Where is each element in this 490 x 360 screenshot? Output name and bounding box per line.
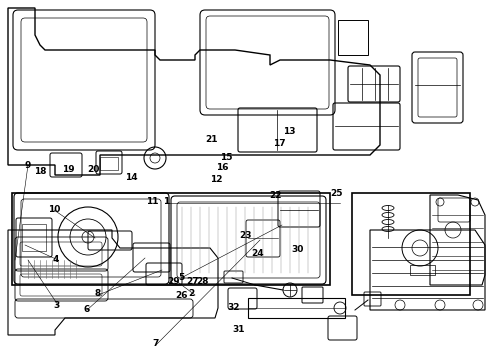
Text: 7: 7 (153, 339, 159, 348)
Text: 20: 20 (87, 166, 99, 175)
Text: 29: 29 (168, 276, 180, 285)
Text: 18: 18 (34, 167, 46, 176)
Text: 17: 17 (273, 139, 285, 148)
Text: 15: 15 (220, 153, 232, 162)
Bar (338, 20, 368, 55)
Text: 21: 21 (205, 135, 217, 144)
Text: 13: 13 (283, 126, 295, 135)
Text: 31: 31 (233, 325, 245, 334)
Bar (100, 157, 118, 170)
Text: 32: 32 (228, 303, 240, 312)
Text: 30: 30 (292, 244, 304, 253)
Text: 8: 8 (95, 289, 101, 298)
Text: 3: 3 (53, 301, 59, 310)
Bar (248, 298, 345, 318)
Text: 19: 19 (62, 166, 74, 175)
Text: 11: 11 (146, 198, 158, 207)
Text: 27: 27 (187, 276, 199, 285)
Bar (352, 193, 470, 295)
Text: 26: 26 (175, 292, 187, 301)
Text: 16: 16 (216, 163, 228, 172)
Text: 1: 1 (163, 198, 169, 207)
Text: 5: 5 (178, 273, 184, 282)
Text: 12: 12 (210, 175, 222, 184)
Text: 23: 23 (239, 231, 251, 240)
Text: 24: 24 (252, 249, 264, 258)
Text: 6: 6 (84, 305, 90, 314)
Text: 25: 25 (330, 189, 342, 198)
Bar (22, 224, 46, 251)
Text: 4: 4 (53, 256, 59, 265)
Bar (410, 265, 435, 275)
Text: 14: 14 (124, 174, 137, 183)
Text: 22: 22 (269, 192, 281, 201)
Bar (12, 193, 330, 285)
Text: 28: 28 (196, 276, 208, 285)
Text: 9: 9 (25, 161, 31, 170)
Text: 2: 2 (188, 289, 194, 298)
Text: 10: 10 (48, 204, 60, 213)
